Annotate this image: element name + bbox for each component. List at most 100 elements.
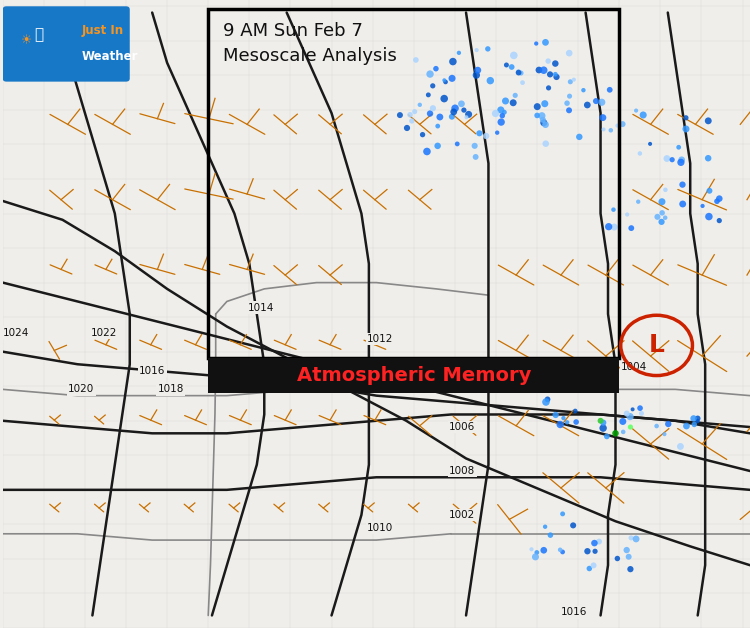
Point [563, 48, 575, 58]
Point [421, 146, 433, 156]
Point [635, 408, 647, 418]
Point [662, 419, 674, 429]
Point [652, 212, 664, 222]
Point [495, 105, 507, 115]
Text: 1008: 1008 [449, 466, 476, 476]
Point [611, 121, 623, 131]
Point [692, 413, 703, 423]
Point [506, 62, 518, 72]
Point [531, 111, 543, 121]
Point [422, 90, 434, 100]
Point [656, 217, 668, 227]
Point [440, 77, 452, 87]
Point [563, 106, 575, 116]
Point [680, 421, 692, 431]
Point [603, 222, 615, 232]
Point [512, 67, 524, 77]
Point [433, 112, 445, 122]
Point [490, 109, 502, 119]
Text: 9 AM Sun Feb 7: 9 AM Sun Feb 7 [224, 22, 363, 40]
Point [540, 139, 552, 149]
Point [561, 417, 573, 427]
Point [626, 404, 638, 414]
Point [453, 48, 465, 58]
Point [526, 544, 538, 555]
Point [469, 141, 481, 151]
Point [498, 107, 510, 117]
Point [617, 427, 629, 437]
Point [680, 113, 692, 123]
Point [536, 111, 548, 121]
Text: 🌥: 🌥 [34, 27, 44, 42]
Point [621, 545, 633, 555]
Point [676, 199, 688, 209]
Point [567, 521, 579, 531]
Point [570, 417, 582, 427]
Text: L: L [649, 333, 664, 357]
Point [589, 546, 601, 556]
Point [550, 72, 562, 82]
Point [604, 125, 616, 135]
Text: 1010: 1010 [367, 522, 393, 533]
Point [446, 73, 458, 84]
Point [658, 429, 670, 439]
Point [673, 142, 685, 152]
Point [644, 139, 656, 149]
Point [625, 564, 637, 574]
Point [630, 106, 642, 116]
Point [590, 96, 602, 106]
Point [538, 117, 550, 127]
Point [470, 70, 482, 80]
Point [430, 63, 442, 73]
Point [573, 132, 585, 142]
Text: Mesoscale Analysis: Mesoscale Analysis [224, 47, 397, 65]
Point [634, 148, 646, 158]
Point [564, 77, 576, 87]
Point [621, 210, 633, 220]
Text: 1024: 1024 [3, 328, 29, 338]
Text: Just In: Just In [81, 24, 123, 36]
Point [480, 131, 492, 141]
Point [621, 409, 633, 419]
Text: 1018: 1018 [158, 384, 184, 394]
Point [568, 75, 580, 85]
Point [512, 68, 524, 78]
Point [427, 103, 439, 113]
Bar [209, 358, 620, 392]
Point [470, 152, 482, 162]
Text: 1006: 1006 [449, 422, 476, 432]
Point [680, 124, 692, 134]
Point [626, 223, 638, 233]
Point [584, 563, 596, 573]
Point [713, 215, 725, 225]
Point [676, 154, 688, 165]
Point [597, 423, 609, 433]
Point [452, 139, 464, 149]
Point [531, 102, 543, 112]
Point [604, 85, 616, 95]
Point [601, 431, 613, 441]
Text: 1016: 1016 [139, 365, 165, 376]
Point [676, 180, 688, 190]
Point [538, 545, 550, 555]
Point [557, 413, 569, 423]
Point [432, 121, 444, 131]
Point [482, 44, 494, 54]
Point [495, 117, 507, 127]
Point [404, 110, 416, 120]
Point [624, 411, 636, 421]
Point [589, 538, 601, 548]
Point [472, 65, 484, 75]
Point [515, 68, 527, 78]
Point [470, 45, 482, 55]
Point [484, 75, 496, 85]
Text: 1014: 1014 [248, 303, 274, 313]
Point [539, 522, 551, 532]
Point [537, 115, 549, 125]
Text: 1004: 1004 [621, 362, 647, 372]
Point [688, 413, 700, 423]
Point [517, 78, 529, 88]
Point [598, 124, 610, 134]
Point [544, 69, 556, 79]
Point [508, 50, 520, 60]
